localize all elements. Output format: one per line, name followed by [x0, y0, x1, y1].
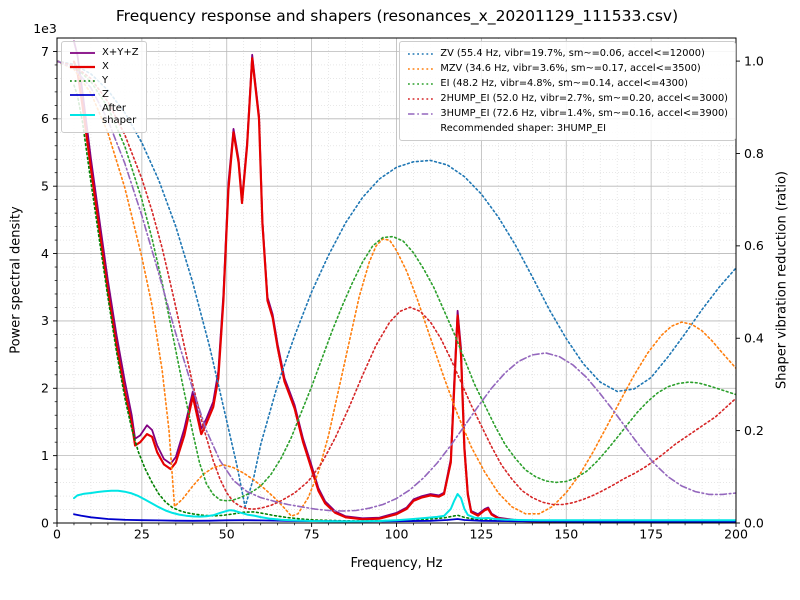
svg-text:200: 200 [724, 527, 748, 542]
legend-label-mzv: MZV (34.6 Hz, vibr=3.6%, sm~=0.17, accel… [440, 63, 701, 74]
legend-sample-x [70, 65, 95, 69]
curve-2hump_ei [57, 60, 736, 510]
svg-text:50: 50 [219, 527, 235, 542]
y-axis-label-right: Shaper vibration reduction (ratio) [774, 171, 790, 389]
svg-text:125: 125 [469, 527, 493, 542]
svg-text:0.6: 0.6 [744, 238, 764, 253]
legend-sample-zv [408, 52, 434, 55]
curve-3hump_ei [57, 60, 736, 512]
svg-text:1: 1 [41, 448, 49, 463]
svg-text:0.8: 0.8 [744, 146, 764, 161]
svg-text:5: 5 [41, 178, 49, 193]
legend-sample-3hump_ei [408, 112, 434, 115]
legend-sample-mzv [408, 67, 434, 70]
curve-zv [57, 60, 736, 508]
legend-sample-recommendation [407, 123, 434, 135]
legend-entry-2hump_ei: 2HUMP_EI (52.0 Hz, vibr=2.7%, sm~=0.20, … [407, 92, 728, 105]
svg-text:1.0: 1.0 [744, 53, 764, 68]
y-axis-offset-label: 1e3 [33, 21, 57, 36]
legend-label-sum: X+Y+Z [102, 47, 139, 58]
chart-title: Frequency response and shapers (resonanc… [115, 7, 679, 25]
svg-text:4: 4 [41, 246, 49, 261]
legend-label-3hump_ei: 3HUMP_EI (72.6 Hz, vibr=1.4%, sm~=0.16, … [440, 108, 728, 119]
svg-text:7: 7 [41, 44, 49, 59]
legend-shapers: ZV (55.4 Hz, vibr=19.7%, sm~=0.06, accel… [399, 41, 736, 141]
y-axis-right: 0.0 0.2 0.4 0.6 0.8 1.0 [736, 53, 764, 530]
legend-entry-zv: ZV (55.4 Hz, vibr=19.7%, sm~=0.06, accel… [407, 47, 728, 60]
legend-label-after: After shaper [102, 103, 137, 126]
svg-text:2: 2 [41, 381, 49, 396]
legend-sample-y [70, 80, 95, 82]
legend-label-y: Y [102, 75, 109, 86]
y-axis-left: 0 1 2 3 4 5 6 7 [41, 44, 57, 530]
legend-entry-x: X [69, 61, 139, 73]
curve-after [73, 489, 736, 523]
legend-sample-z [70, 94, 95, 96]
x-axis-label: Frequency, Hz [350, 556, 443, 571]
svg-text:75: 75 [304, 527, 320, 542]
svg-text:0.0: 0.0 [744, 515, 764, 530]
svg-text:0.2: 0.2 [744, 423, 764, 438]
legend-entry-recommendation: Recommended shaper: 3HUMP_EI [407, 122, 728, 135]
svg-text:175: 175 [639, 527, 663, 542]
legend-label-ei: EI (48.2 Hz, vibr=4.8%, sm~=0.14, accel<… [440, 78, 688, 89]
legend-sample-after [70, 114, 95, 116]
legend-entry-ei: EI (48.2 Hz, vibr=4.8%, sm~=0.14, accel<… [407, 77, 728, 90]
legend-psd: X+Y+Z X Y Z After shaper [61, 41, 147, 133]
legend-entry-y: Y [69, 75, 139, 87]
legend-label-x: X [102, 61, 109, 72]
svg-text:0: 0 [53, 527, 61, 542]
svg-text:150: 150 [554, 527, 578, 542]
legend-sample-ei [408, 82, 434, 85]
svg-text:0.4: 0.4 [744, 331, 764, 346]
legend-entry-after: After shaper [69, 103, 139, 127]
curve-mzv [57, 60, 736, 517]
legend-label-zv: ZV (55.4 Hz, vibr=19.7%, sm~=0.06, accel… [440, 48, 705, 59]
legend-entry-sum: X+Y+Z [69, 47, 139, 59]
legend-entry-mzv: MZV (34.6 Hz, vibr=3.6%, sm~=0.17, accel… [407, 62, 728, 75]
svg-text:25: 25 [134, 527, 150, 542]
legend-sample-2hump_ei [408, 97, 434, 100]
legend-entry-3hump_ei: 3HUMP_EI (72.6 Hz, vibr=1.4%, sm~=0.16, … [407, 107, 728, 120]
svg-text:100: 100 [385, 527, 409, 542]
svg-text:3: 3 [41, 313, 49, 328]
curve-y [73, 84, 736, 523]
legend-entry-z: Z [69, 89, 139, 101]
svg-text:6: 6 [41, 111, 49, 126]
legend-label-recommendation: Recommended shaper: 3HUMP_EI [440, 123, 607, 134]
legend-label-2hump_ei: 2HUMP_EI (52.0 Hz, vibr=2.7%, sm~=0.20, … [440, 93, 728, 104]
legend-label-z: Z [102, 89, 109, 100]
x-axis: 0 25 50 75 100 125 150 175 200 [53, 523, 748, 542]
plot-curves [57, 40, 736, 523]
curve-ei [57, 60, 736, 502]
y-axis-label-left: Power spectral density [8, 206, 24, 354]
legend-sample-sum [70, 52, 95, 54]
curve-x [72, 57, 736, 523]
svg-text:0: 0 [41, 515, 49, 530]
